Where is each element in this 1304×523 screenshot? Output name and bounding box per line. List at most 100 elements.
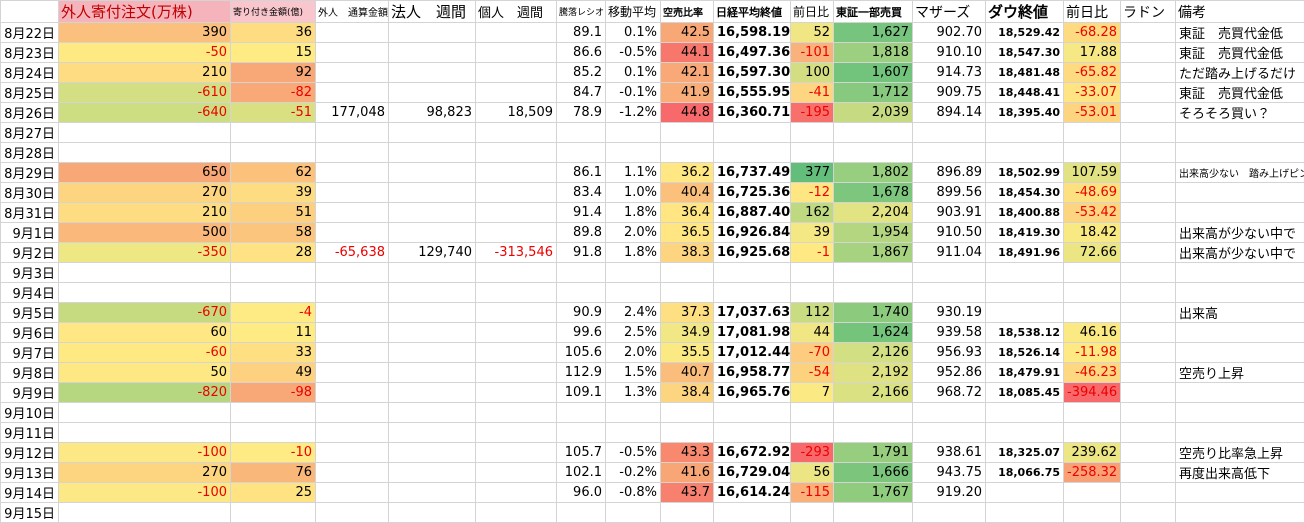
date-cell[interactable]: 8月23日: [1, 43, 59, 63]
cell[interactable]: [316, 183, 389, 203]
cell[interactable]: 2,166: [834, 383, 913, 403]
cell[interactable]: 43.3: [661, 443, 714, 463]
cell[interactable]: [913, 403, 986, 423]
cell[interactable]: [389, 403, 476, 423]
cell[interactable]: 49: [231, 363, 316, 383]
cell[interactable]: 38.3: [661, 243, 714, 263]
cell[interactable]: [1121, 323, 1176, 343]
cell[interactable]: [1121, 183, 1176, 203]
cell[interactable]: 40.4: [661, 183, 714, 203]
date-cell[interactable]: 9月13日: [1, 463, 59, 483]
cell[interactable]: [59, 283, 231, 303]
note-cell[interactable]: 出来高が少ない中で: [1176, 243, 1304, 263]
cell[interactable]: [389, 123, 476, 143]
cell[interactable]: 896.89: [913, 163, 986, 183]
cell[interactable]: 7: [791, 383, 834, 403]
note-cell[interactable]: [1176, 123, 1304, 143]
cell[interactable]: [661, 283, 714, 303]
date-cell[interactable]: 9月6日: [1, 323, 59, 343]
cell[interactable]: 39: [231, 183, 316, 203]
cell[interactable]: 33: [231, 343, 316, 363]
header-cell[interactable]: 個人 週間: [476, 1, 557, 23]
cell[interactable]: 86.1: [557, 163, 606, 183]
cell[interactable]: [913, 143, 986, 163]
cell[interactable]: [1121, 343, 1176, 363]
cell[interactable]: 16,597.30: [714, 63, 791, 83]
cell[interactable]: [557, 263, 606, 283]
cell[interactable]: 2,192: [834, 363, 913, 383]
cell[interactable]: 1.3%: [606, 383, 661, 403]
cell[interactable]: 239.62: [1064, 443, 1121, 463]
cell[interactable]: [791, 143, 834, 163]
cell[interactable]: -46.23: [1064, 363, 1121, 383]
cell[interactable]: 1,624: [834, 323, 913, 343]
note-cell[interactable]: 東証 売買代金低: [1176, 23, 1304, 43]
cell[interactable]: [59, 143, 231, 163]
cell[interactable]: [389, 223, 476, 243]
cell[interactable]: [389, 183, 476, 203]
cell[interactable]: 2,126: [834, 343, 913, 363]
cell[interactable]: [1121, 383, 1176, 403]
cell[interactable]: -12: [791, 183, 834, 203]
cell[interactable]: 16,925.68: [714, 243, 791, 263]
cell[interactable]: [1121, 303, 1176, 323]
cell[interactable]: -41: [791, 83, 834, 103]
cell[interactable]: [714, 503, 791, 523]
cell[interactable]: 15: [231, 43, 316, 63]
cell[interactable]: [986, 423, 1064, 443]
cell[interactable]: -48.69: [1064, 183, 1121, 203]
cell[interactable]: 16,965.76: [714, 383, 791, 403]
cell[interactable]: 18,479.91: [986, 363, 1064, 383]
cell[interactable]: 2.5%: [606, 323, 661, 343]
cell[interactable]: [606, 123, 661, 143]
cell[interactable]: [389, 303, 476, 323]
date-cell[interactable]: 8月24日: [1, 63, 59, 83]
note-cell[interactable]: 出来高: [1176, 303, 1304, 323]
cell[interactable]: -50: [59, 43, 231, 63]
note-cell[interactable]: 東証 売買代金低: [1176, 83, 1304, 103]
cell[interactable]: -640: [59, 103, 231, 123]
cell[interactable]: [714, 403, 791, 423]
date-cell[interactable]: 8月28日: [1, 143, 59, 163]
cell[interactable]: 11: [231, 323, 316, 343]
cell[interactable]: 36: [231, 23, 316, 43]
cell[interactable]: [661, 403, 714, 423]
cell[interactable]: 62: [231, 163, 316, 183]
cell[interactable]: 18,325.07: [986, 443, 1064, 463]
cell[interactable]: [1121, 223, 1176, 243]
cell[interactable]: 903.91: [913, 203, 986, 223]
cell[interactable]: 0.1%: [606, 23, 661, 43]
cell[interactable]: [316, 283, 389, 303]
cell[interactable]: [389, 343, 476, 363]
cell[interactable]: 92: [231, 63, 316, 83]
cell[interactable]: [59, 123, 231, 143]
cell[interactable]: 16,737.49: [714, 163, 791, 183]
cell[interactable]: [791, 503, 834, 523]
cell[interactable]: [316, 463, 389, 483]
cell[interactable]: 99.6: [557, 323, 606, 343]
header-cell[interactable]: 外人寄付注文(万株): [59, 1, 231, 23]
cell[interactable]: [913, 263, 986, 283]
cell[interactable]: [316, 163, 389, 183]
cell[interactable]: [661, 423, 714, 443]
cell[interactable]: [231, 263, 316, 283]
cell[interactable]: 36.4: [661, 203, 714, 223]
note-cell[interactable]: [1176, 203, 1304, 223]
header-cell[interactable]: 外人 通算金額: [316, 1, 389, 23]
header-cell[interactable]: 日経平均終値: [714, 1, 791, 23]
cell[interactable]: 16,958.77: [714, 363, 791, 383]
cell[interactable]: -100: [59, 443, 231, 463]
cell[interactable]: 210: [59, 203, 231, 223]
cell[interactable]: 1,867: [834, 243, 913, 263]
cell[interactable]: 16,360.71: [714, 103, 791, 123]
cell[interactable]: 18,419.30: [986, 223, 1064, 243]
cell[interactable]: [476, 323, 557, 343]
cell[interactable]: 18,538.12: [986, 323, 1064, 343]
cell[interactable]: [316, 423, 389, 443]
cell[interactable]: 44: [791, 323, 834, 343]
cell[interactable]: 902.70: [913, 23, 986, 43]
cell[interactable]: 162: [791, 203, 834, 223]
cell[interactable]: [661, 143, 714, 163]
cell[interactable]: [986, 503, 1064, 523]
header-cell[interactable]: マザーズ: [913, 1, 986, 23]
